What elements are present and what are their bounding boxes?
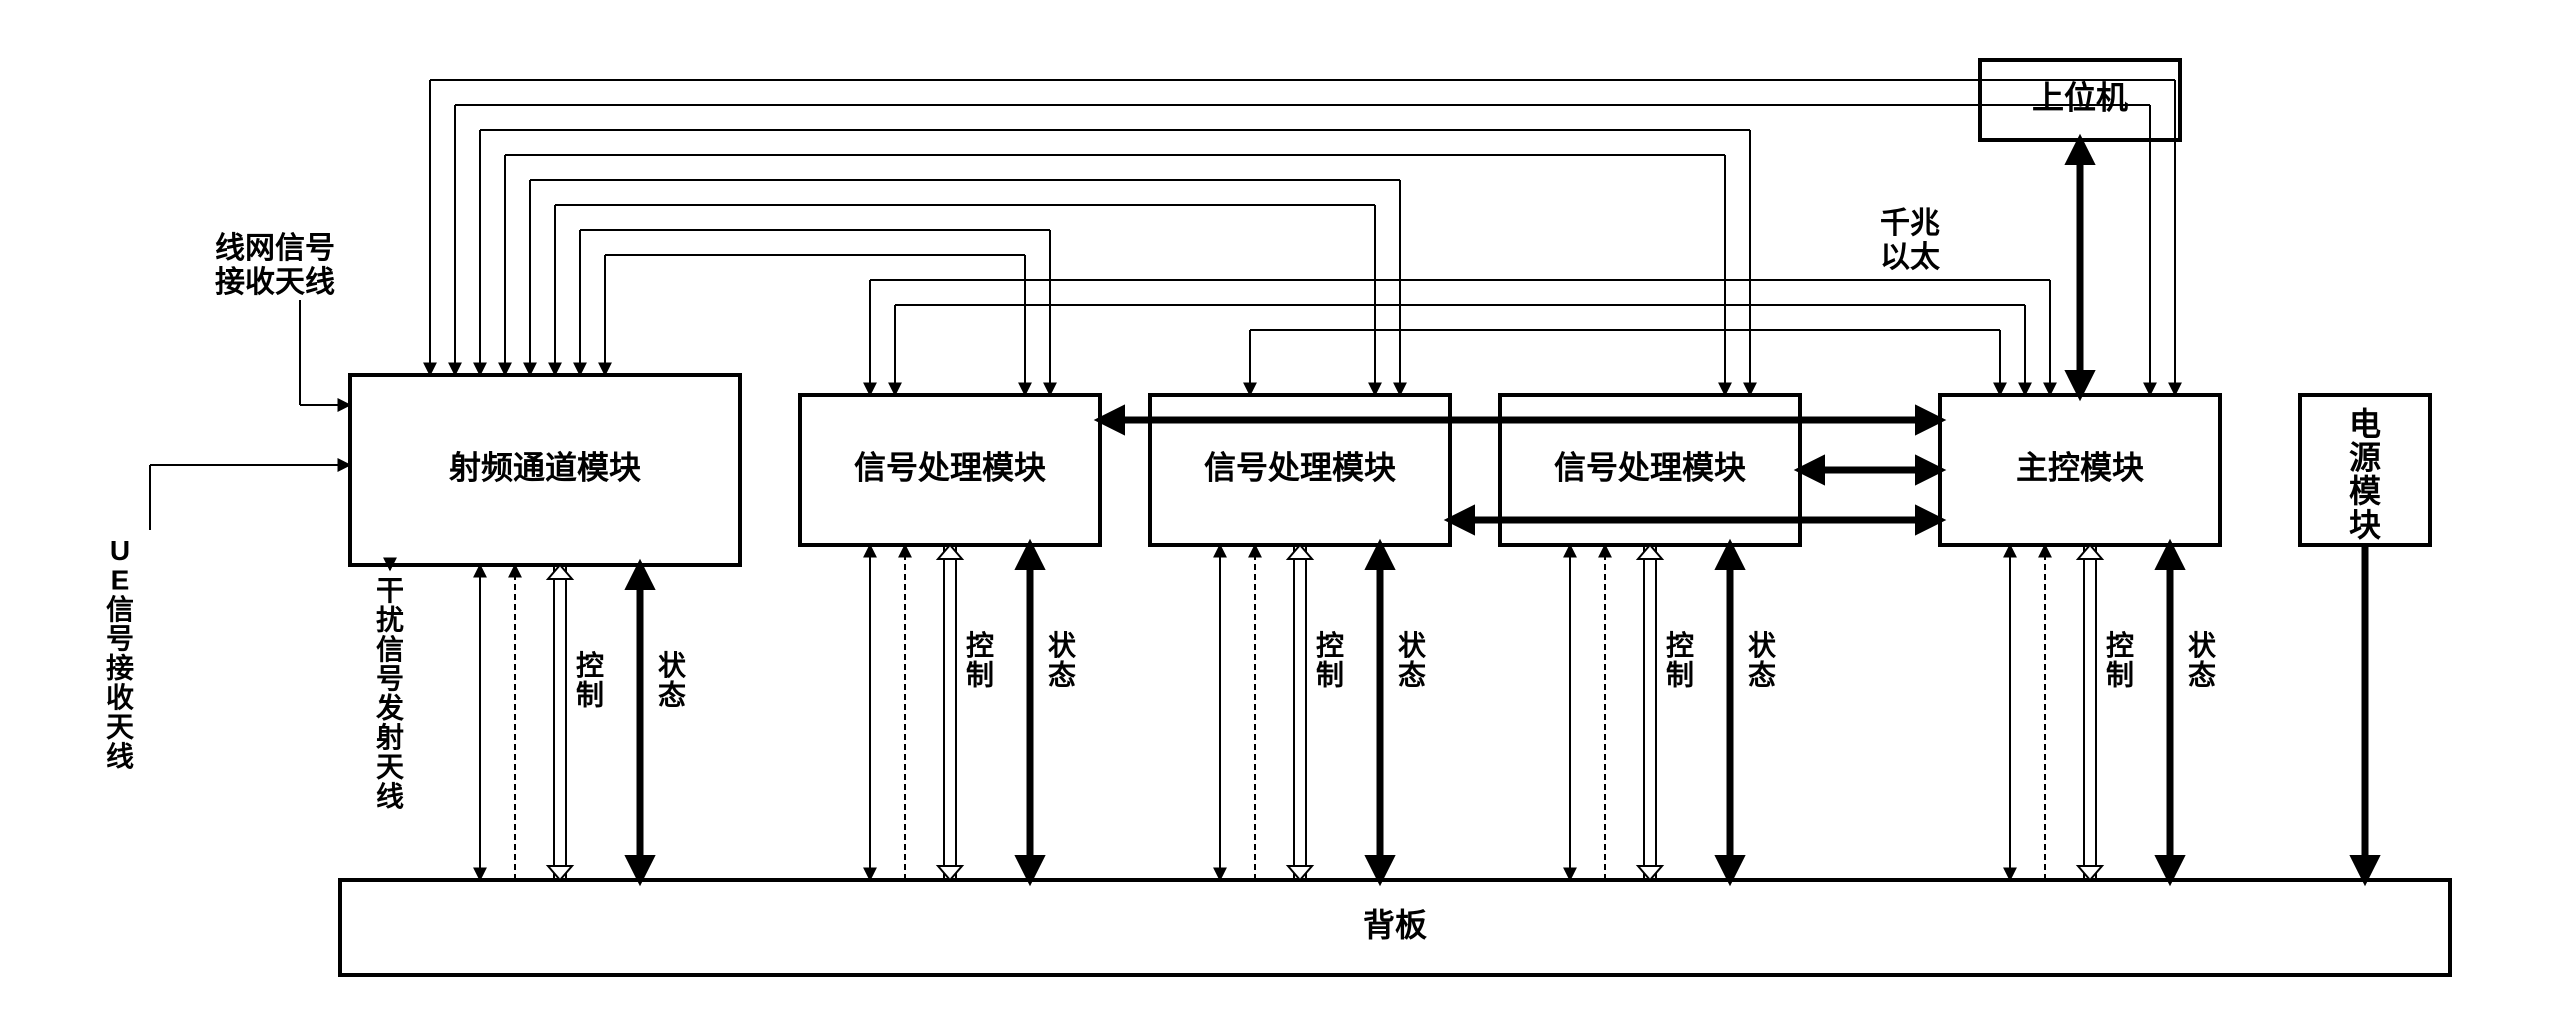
rf-status-label: 状态: [658, 650, 687, 710]
power-label: 电源模块: [2349, 406, 2381, 543]
sp1-label: 信号处理模块: [854, 449, 1046, 485]
bp-label: 背板: [1363, 907, 1427, 943]
mcu-status-label: 状态: [2188, 630, 2217, 690]
sp3-ctrl-ah-b: [1638, 866, 1662, 880]
rf-ctrl-label: 控制: [576, 650, 604, 710]
sp2-status-label: 状态: [1398, 630, 1427, 690]
jam-ant-label: 干扰信号发射天线: [375, 575, 404, 812]
sp1-status-label: 状态: [1048, 630, 1077, 690]
sp2-label: 信号处理模块: [1204, 449, 1396, 485]
rx-net-label: 线网信号: [215, 232, 335, 265]
sp3-label: 信号处理模块: [1554, 449, 1746, 485]
sp2-ctrl-label: 控制: [1316, 630, 1344, 690]
ue-ant-label: UE信号接收天线: [106, 535, 134, 772]
sp3-ctrl-label: 控制: [1666, 630, 1694, 690]
host-label: 上位机: [2032, 79, 2128, 115]
rx-net-label: 接收天线: [215, 266, 335, 299]
sp1-ctrl-label: 控制: [966, 630, 994, 690]
mcu-ctrl-label: 控制: [2106, 630, 2134, 690]
mcu-label: 主控模块: [2016, 449, 2144, 485]
sp2-ctrl-ah-t: [1288, 545, 1312, 559]
gbe-label: 千兆: [1880, 207, 1940, 240]
rf-label: 射频通道模块: [448, 449, 641, 485]
mcu-ctrl-ah-t: [2078, 545, 2102, 559]
rf-ctrl-ah-b: [548, 866, 572, 880]
sp2-ctrl-ah-b: [1288, 866, 1312, 880]
rf-ctrl-ah-t: [548, 565, 572, 579]
sp3-status-label: 状态: [1748, 630, 1777, 690]
sp1-ctrl-ah-t: [938, 545, 962, 559]
sp1-ctrl-ah-b: [938, 866, 962, 880]
mcu-ctrl-ah-b: [2078, 866, 2102, 880]
sp3-ctrl-ah-t: [1638, 545, 1662, 559]
gbe-label: 以太: [1880, 241, 1941, 274]
